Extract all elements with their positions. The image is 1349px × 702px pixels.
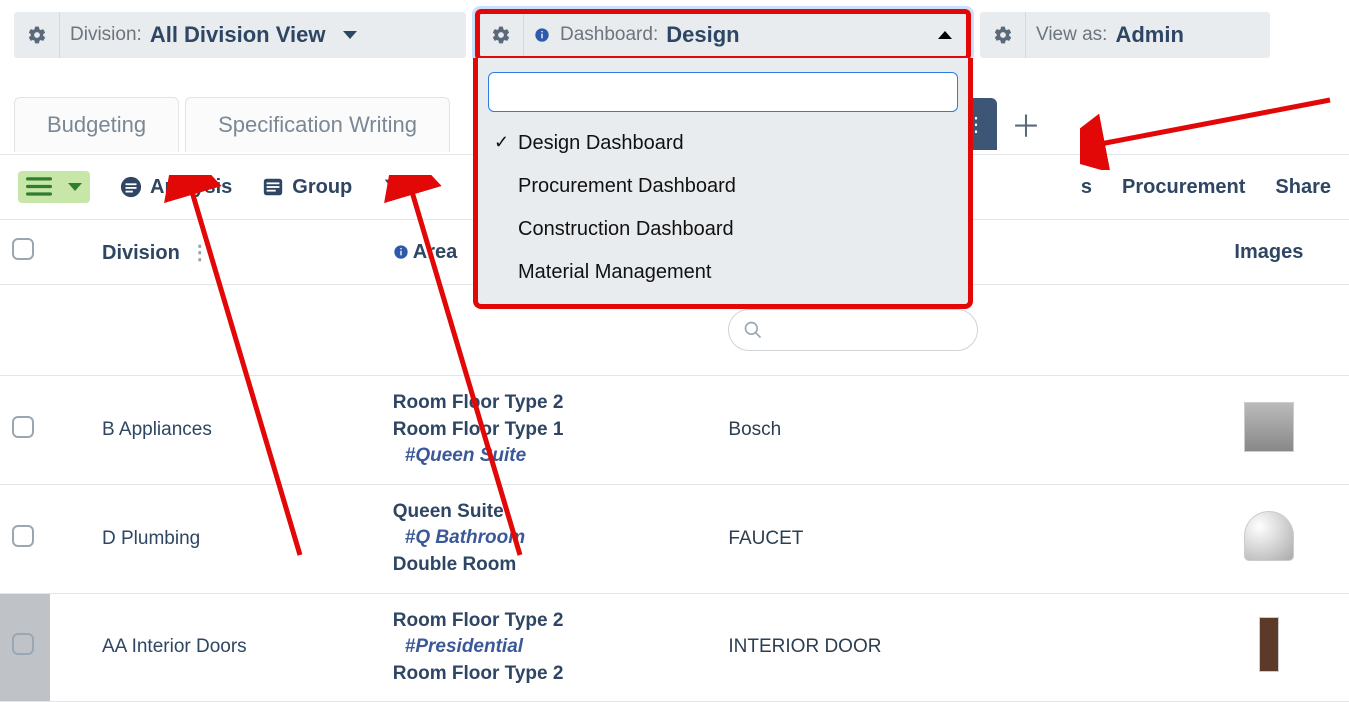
group-label: Group xyxy=(292,176,352,199)
dashboard-selector[interactable]: Dashboard: Design ✓Design DashboardProcu… xyxy=(478,12,968,58)
search-icon xyxy=(743,320,763,340)
gear-icon xyxy=(27,25,47,45)
analysis-label: Analysis xyxy=(150,176,232,199)
dashboard-search-input[interactable] xyxy=(488,72,958,112)
info-icon xyxy=(534,27,550,43)
division-cell[interactable]: B Appliances xyxy=(90,376,381,485)
table-row: B AppliancesRoom Floor Type 2Room Floor … xyxy=(0,376,1349,485)
description-cell: FAUCET xyxy=(716,484,1188,593)
analysis-button[interactable]: Analysis xyxy=(120,176,232,199)
tab-specification-writing[interactable]: Specification Writing xyxy=(185,97,450,152)
table-row: AA Interior DoorsRoom Floor Type 2#Presi… xyxy=(0,593,1349,702)
dashboard-option[interactable]: Material Management xyxy=(488,251,958,294)
dashboard-dropdown: ✓Design DashboardProcurement DashboardCo… xyxy=(473,58,973,309)
dashboard-options-list: ✓Design DashboardProcurement DashboardCo… xyxy=(488,122,958,294)
thumbnail-image[interactable] xyxy=(1259,617,1279,672)
filter-icon xyxy=(382,176,404,198)
share-button[interactable]: Share xyxy=(1275,176,1331,199)
gear-icon xyxy=(491,25,511,45)
column-search-input[interactable] xyxy=(728,309,978,351)
top-selectors-bar: Division: All Division View Dashboard: D… xyxy=(0,0,1349,64)
viewas-value: Admin xyxy=(1115,22,1183,48)
procurement-button[interactable]: Procurement xyxy=(1122,176,1245,199)
division-selector[interactable]: Division: All Division View xyxy=(14,12,466,58)
check-icon: ✓ xyxy=(494,132,509,153)
dashboard-label: Dashboard: xyxy=(560,24,658,46)
view-menu-button[interactable] xyxy=(18,171,90,203)
group-button[interactable]: Group xyxy=(262,176,352,199)
table-body: B AppliancesRoom Floor Type 2Room Floor … xyxy=(0,376,1349,702)
dashboard-option[interactable]: Construction Dashboard xyxy=(488,208,958,251)
group-icon xyxy=(262,176,284,198)
dashboard-value: Design xyxy=(666,22,739,48)
analysis-icon xyxy=(120,176,142,198)
hamburger-icon xyxy=(26,177,52,197)
tab-budgeting[interactable]: Budgeting xyxy=(14,97,179,152)
dashboard-option[interactable]: Procurement Dashboard xyxy=(488,165,958,208)
division-label: Division: xyxy=(70,24,142,46)
filter-label: F xyxy=(412,176,424,199)
gear-icon xyxy=(993,25,1013,45)
toolbar-right-fragment[interactable]: s xyxy=(1081,176,1092,199)
division-cell[interactable]: AA Interior Doors xyxy=(90,593,381,702)
viewas-label: View as: xyxy=(1036,24,1107,46)
dashboard-option[interactable]: ✓Design Dashboard xyxy=(488,122,958,165)
row-checkbox[interactable] xyxy=(12,416,34,438)
column-kebab-icon[interactable]: ⋮ xyxy=(190,242,212,264)
viewas-selector[interactable]: View as: Admin xyxy=(980,12,1270,58)
caret-up-icon xyxy=(938,31,952,39)
filter-button[interactable]: F xyxy=(382,176,424,199)
add-tab-button[interactable]: ＋ xyxy=(1011,102,1041,146)
area-cell: Room Floor Type 2#PresidentialRoom Floor… xyxy=(381,593,717,702)
area-cell: Queen Suite#Q BathroomDouble Room xyxy=(381,484,717,593)
info-icon xyxy=(393,244,409,260)
column-header-division[interactable]: Division⋮ xyxy=(90,220,381,285)
caret-down-icon xyxy=(68,183,82,191)
description-cell: Bosch xyxy=(716,376,1188,485)
division-cell[interactable]: D Plumbing xyxy=(90,484,381,593)
area-cell: Room Floor Type 2Room Floor Type 1#Queen… xyxy=(381,376,717,485)
dashboard-gear-button[interactable] xyxy=(478,12,524,58)
table-row: D PlumbingQueen Suite#Q BathroomDouble R… xyxy=(0,484,1349,593)
viewas-gear-button[interactable] xyxy=(980,12,1026,58)
thumbnail-image[interactable] xyxy=(1244,402,1294,452)
caret-down-icon xyxy=(343,31,357,39)
division-gear-button[interactable] xyxy=(14,12,60,58)
header-checkbox[interactable] xyxy=(12,238,34,260)
thumbnail-image[interactable] xyxy=(1244,511,1294,561)
description-cell: INTERIOR DOOR xyxy=(716,593,1188,702)
column-header-images[interactable]: Images xyxy=(1189,220,1349,285)
row-checkbox[interactable] xyxy=(12,633,34,655)
row-checkbox[interactable] xyxy=(12,525,34,547)
division-value: All Division View xyxy=(150,22,326,48)
